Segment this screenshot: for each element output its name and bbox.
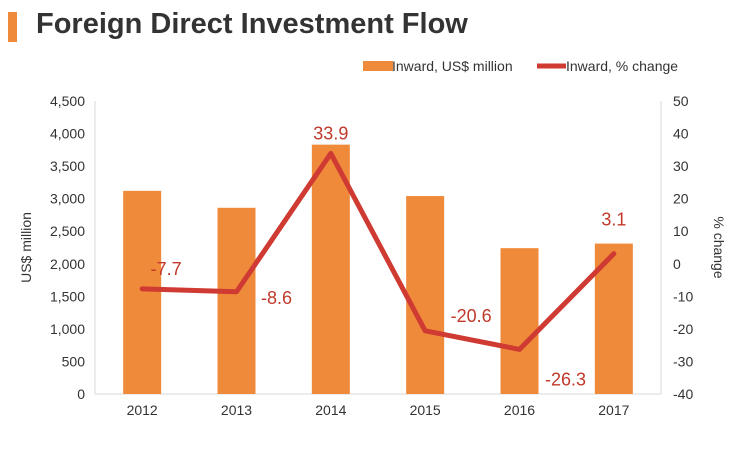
y-tick-label: 2,000 bbox=[50, 256, 85, 272]
x-tick-label: 2012 bbox=[127, 402, 158, 418]
y2-tick-label: -40 bbox=[673, 386, 693, 402]
y-tick-label: 4,000 bbox=[50, 126, 85, 142]
x-tick-label: 2015 bbox=[410, 402, 441, 418]
data-label: -8.6 bbox=[261, 288, 292, 308]
legend-bar-label: Inward, US$ million bbox=[392, 58, 513, 74]
y-tick-label: 0 bbox=[77, 386, 85, 402]
title-accent-bar bbox=[8, 12, 17, 42]
y2-tick-label: 50 bbox=[673, 93, 689, 109]
y2-tick-label: -30 bbox=[673, 353, 693, 369]
data-label: 33.9 bbox=[313, 123, 348, 143]
y-tick-label: 500 bbox=[62, 353, 86, 369]
y2-axis-label: % change bbox=[711, 216, 727, 278]
y2-tick-label: 0 bbox=[673, 256, 681, 272]
data-label: -7.7 bbox=[151, 259, 182, 279]
legend-line-label: Inward, % change bbox=[566, 58, 678, 74]
x-tick-label: 2017 bbox=[598, 402, 629, 418]
data-label: -26.3 bbox=[545, 369, 586, 389]
bar bbox=[123, 190, 162, 394]
y2-tick-label: -10 bbox=[673, 288, 693, 304]
data-label: -20.6 bbox=[451, 306, 492, 326]
x-tick-label: 2013 bbox=[221, 402, 252, 418]
y-tick-label: 4,500 bbox=[50, 93, 85, 109]
y-tick-label: 3,500 bbox=[50, 158, 85, 174]
bar bbox=[500, 248, 539, 394]
bar bbox=[406, 196, 445, 394]
bar bbox=[217, 207, 256, 394]
legend: Inward, US$ million Inward, % change bbox=[363, 58, 678, 74]
y-tick-label: 2,500 bbox=[50, 223, 85, 239]
y2-tick-label: 30 bbox=[673, 158, 689, 174]
y-tick-label: 1,000 bbox=[50, 321, 85, 337]
y2-tick-label: 10 bbox=[673, 223, 689, 239]
plot-area: 05001,0001,5002,0002,5003,0003,5004,0004… bbox=[50, 93, 693, 418]
y-axis-label: US$ million bbox=[18, 212, 34, 283]
y-tick-label: 3,000 bbox=[50, 191, 85, 207]
x-tick-label: 2014 bbox=[315, 402, 346, 418]
x-tick-label: 2016 bbox=[504, 402, 535, 418]
y2-tick-label: 40 bbox=[673, 126, 689, 142]
y-tick-label: 1,500 bbox=[50, 288, 85, 304]
chart-title: Foreign Direct Investment Flow bbox=[36, 8, 468, 40]
data-label: 3.1 bbox=[601, 210, 626, 230]
bar bbox=[311, 144, 350, 394]
y2-tick-label: 20 bbox=[673, 191, 689, 207]
legend-bar-swatch bbox=[363, 61, 393, 71]
y2-tick-label: -20 bbox=[673, 321, 693, 337]
line-series bbox=[139, 150, 617, 352]
